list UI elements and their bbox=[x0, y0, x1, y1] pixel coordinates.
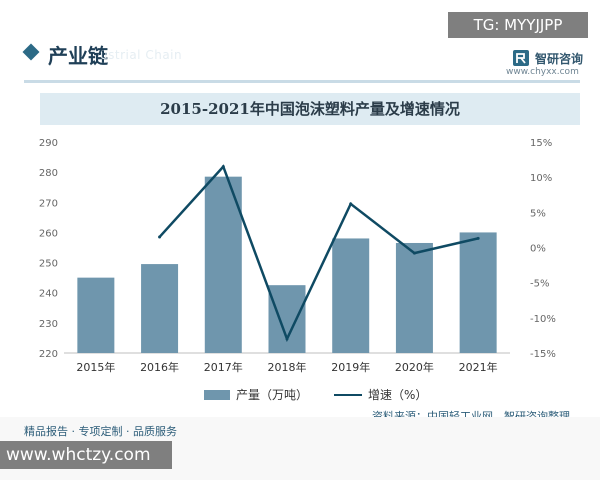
brand-logo-icon bbox=[513, 50, 529, 66]
y2-tick-label: 15% bbox=[530, 138, 552, 149]
y-tick-label: 290 bbox=[39, 138, 58, 149]
legend: 产量（万吨） 增速（%） bbox=[204, 386, 427, 403]
y2-tick-label: -5% bbox=[530, 279, 549, 290]
x-tick-label: 2016年 bbox=[140, 360, 179, 374]
y2-tick-label: -10% bbox=[530, 314, 556, 325]
bar bbox=[459, 232, 497, 353]
footer-slogan: 精品报告 · 专项定制 · 品质服务 bbox=[24, 425, 177, 438]
header-divider bbox=[24, 80, 580, 83]
growth-point bbox=[349, 202, 353, 206]
x-tick-label: 2019年 bbox=[331, 360, 370, 374]
x-tick-label: 2021年 bbox=[459, 360, 498, 374]
x-tick-label: 2015年 bbox=[76, 360, 115, 374]
legend-item-growth: 增速（%） bbox=[334, 386, 427, 403]
growth-point bbox=[285, 337, 289, 341]
y-tick-label: 220 bbox=[39, 349, 58, 360]
growth-point bbox=[476, 236, 480, 240]
x-tick-label: 2020年 bbox=[395, 360, 434, 374]
y-tick-label: 270 bbox=[39, 198, 58, 209]
y2-tick-label: 10% bbox=[530, 173, 552, 184]
growth-point bbox=[412, 251, 416, 255]
bar bbox=[268, 285, 306, 353]
legend-item-production: 产量（万吨） bbox=[204, 386, 308, 403]
header: 产业链 ustrial Chain 智研咨询 www.chyxx.com TG:… bbox=[0, 0, 600, 80]
watermark-url: www.whctzy.com bbox=[0, 441, 172, 469]
section-title: 产业链 bbox=[48, 44, 108, 68]
legend-line-swatch bbox=[334, 393, 363, 396]
legend-bar-swatch bbox=[204, 389, 230, 400]
brand-name: 智研咨询 bbox=[535, 51, 584, 66]
x-tick-label: 2018年 bbox=[268, 360, 307, 374]
legend-label-production: 产量（万吨） bbox=[236, 388, 309, 402]
legend-label-growth: 增速（%） bbox=[368, 388, 428, 402]
y-tick-label: 230 bbox=[39, 319, 58, 330]
section-ghost-text: ustrial Chain bbox=[100, 48, 183, 62]
chart-title: 2015-2021年中国泡沫塑料产量及增速情况 bbox=[40, 93, 580, 125]
y2-tick-label: 5% bbox=[530, 208, 546, 219]
brand: 智研咨询 bbox=[512, 49, 583, 67]
bar bbox=[204, 176, 242, 353]
growth-point bbox=[221, 165, 225, 169]
y2-tick-label: -15% bbox=[530, 349, 556, 360]
bar bbox=[395, 242, 433, 353]
growth-point bbox=[158, 235, 162, 239]
growth-line bbox=[158, 164, 479, 343]
y-tick-label: 260 bbox=[39, 228, 58, 239]
y2-tick-label: 0% bbox=[530, 244, 546, 255]
brand-url: www.chyxx.com bbox=[506, 67, 579, 77]
bar bbox=[332, 238, 370, 353]
y-tick-label: 280 bbox=[39, 168, 58, 179]
x-tick-label: 2017年 bbox=[204, 360, 243, 374]
y-tick-label: 250 bbox=[39, 259, 58, 270]
y-tick-label: 240 bbox=[39, 289, 58, 300]
tag-label: TG: MYYJJPP bbox=[448, 12, 588, 38]
bar bbox=[77, 277, 115, 353]
bar bbox=[141, 264, 179, 353]
